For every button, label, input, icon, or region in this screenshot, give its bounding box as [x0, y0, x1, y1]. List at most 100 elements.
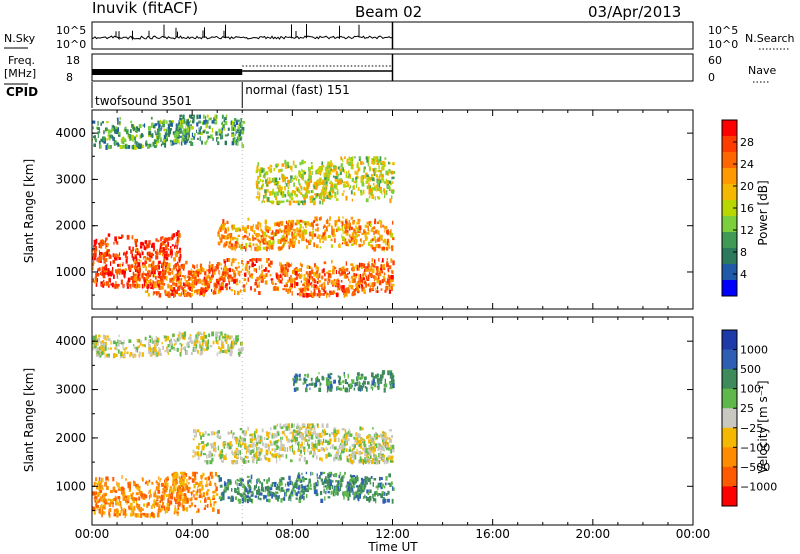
heatmap-cell: [164, 289, 166, 294]
heatmap-cell: [333, 429, 335, 434]
heatmap-cell: [375, 230, 377, 234]
heatmap-cell: [138, 129, 140, 132]
heatmap-cell: [116, 500, 118, 505]
heatmap-cell: [137, 274, 140, 277]
heatmap-cell: [121, 137, 123, 143]
heatmap-cell: [145, 276, 149, 280]
heatmap-cell: [315, 492, 319, 497]
heatmap-cell: [288, 200, 292, 206]
heatmap-cell: [287, 231, 291, 236]
heatmap-cell: [94, 496, 97, 500]
heatmap-cell: [192, 272, 196, 277]
heatmap-cell: [227, 127, 230, 131]
heatmap-cell: [115, 508, 119, 514]
heatmap-cell: [183, 475, 186, 479]
heatmap-cell: [169, 250, 173, 256]
heatmap-cell: [383, 497, 385, 500]
heatmap-cell: [384, 181, 387, 184]
heatmap-cell: [188, 476, 192, 480]
heatmap-cell: [156, 136, 159, 141]
heatmap-cell: [232, 127, 235, 131]
heatmap-cell: [253, 487, 256, 491]
heatmap-cell: [321, 481, 325, 485]
heatmap-cell: [303, 281, 306, 285]
heatmap-cell: [122, 145, 125, 149]
heatmap-cell: [390, 275, 394, 280]
heatmap-cell: [284, 164, 288, 169]
heatmap-cell: [381, 168, 383, 173]
heatmap-cell: [316, 286, 319, 290]
heatmap-cell: [158, 482, 161, 488]
heatmap-cell: [376, 433, 379, 439]
heatmap-cell: [323, 196, 326, 199]
heatmap-cell: [92, 506, 95, 512]
heatmap-cell: [194, 281, 196, 286]
heatmap-cell: [171, 236, 174, 240]
heatmap-cell: [115, 496, 117, 501]
heatmap-cell: [123, 128, 126, 132]
heatmap-cell: [193, 265, 196, 270]
heatmap-cell: [114, 490, 118, 493]
heatmap-cell: [391, 271, 394, 275]
heatmap-cell: [193, 429, 197, 434]
heatmap-cell: [329, 438, 332, 442]
heatmap-cell: [110, 135, 113, 139]
heatmap-cell: [205, 124, 207, 129]
heatmap-cell: [133, 497, 136, 501]
heatmap-cell: [193, 494, 195, 498]
heatmap-cell: [173, 139, 176, 142]
heatmap-cell: [282, 288, 286, 291]
heatmap-cell: [392, 181, 394, 184]
heatmap-cell: [355, 491, 357, 495]
noise-panel: N.Sky 10^5 10^0 10^5 10^0 N.Search: [4, 21, 795, 51]
heatmap-cell: [319, 439, 322, 444]
heatmap-cell: [371, 258, 374, 262]
heatmap-cell: [169, 500, 173, 505]
heatmap-cell: [297, 232, 301, 237]
heatmap-cell: [316, 244, 319, 249]
heatmap-cell: [386, 230, 389, 235]
heatmap-cell: [368, 458, 371, 461]
heatmap-cell: [357, 286, 359, 292]
heatmap-cell: [198, 494, 202, 498]
heatmap-cell: [224, 227, 227, 232]
heatmap-cell: [253, 437, 255, 441]
heatmap-cell: [316, 433, 320, 437]
heatmap-cell: [110, 499, 114, 502]
heatmap-cell: [300, 454, 303, 458]
heatmap-cell: [329, 481, 333, 487]
heatmap-cell: [101, 513, 103, 518]
heatmap-cell: [324, 166, 327, 171]
heatmap-cell: [164, 510, 166, 514]
heatmap-cell: [161, 236, 164, 240]
heatmap-cell: [271, 432, 273, 435]
heatmap-cell: [265, 267, 267, 271]
heatmap-cell: [136, 499, 138, 505]
heatmap-cell: [139, 134, 142, 139]
heatmap-cell: [299, 484, 301, 490]
heatmap-cell: [243, 278, 247, 282]
heatmap-cell: [204, 271, 207, 276]
heatmap-cell: [251, 436, 254, 439]
heatmap-cell: [99, 145, 102, 149]
heatmap-cell: [147, 293, 150, 297]
heatmap-cell: [259, 178, 262, 182]
heatmap-cell: [117, 512, 119, 516]
heatmap-cell: [137, 283, 141, 288]
heatmap-cell: [346, 481, 350, 484]
heatmap-cell: [165, 139, 167, 143]
heatmap-cell: [270, 278, 274, 281]
heatmap-cell: [255, 441, 259, 446]
heatmap-cell: [257, 496, 260, 500]
heatmap-cell: [361, 244, 364, 247]
noise-line: [91, 24, 392, 41]
heatmap-cell: [164, 141, 166, 144]
heatmap-cell: [157, 282, 160, 288]
heatmap-cell: [329, 441, 332, 445]
heatmap-cell: [370, 274, 373, 278]
heatmap-cell: [341, 443, 343, 447]
heatmap-cell: [214, 471, 218, 477]
heatmap-cell: [359, 156, 361, 159]
heatmap-cell: [307, 448, 309, 453]
heatmap-cell: [299, 291, 302, 297]
